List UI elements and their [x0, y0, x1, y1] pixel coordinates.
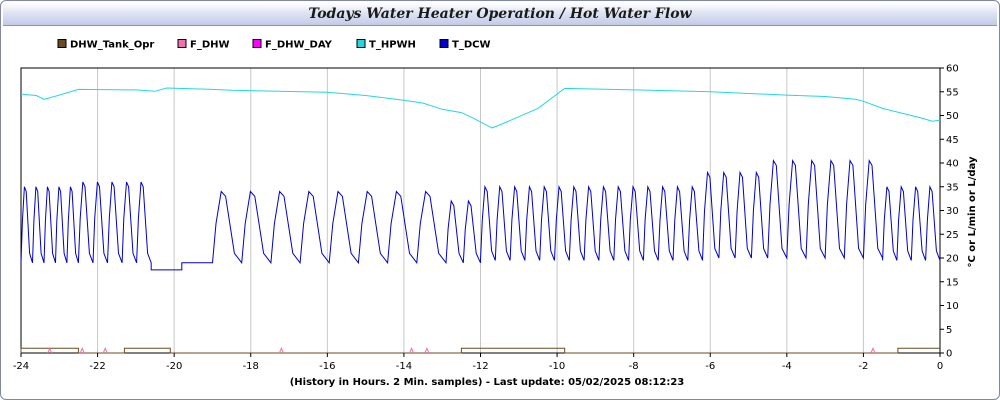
- legend-swatch: [439, 39, 449, 48]
- x-tick-label: -4: [782, 361, 792, 372]
- x-axis: -24 -22 -20 -18 -16 -14 -12 -10 -8 -6 -4 -2 0: [13, 353, 943, 372]
- y-tick-label: 10: [946, 301, 959, 312]
- y-tick-label: 25: [946, 230, 959, 241]
- legend-label: F_DHW_DAY: [265, 40, 333, 51]
- x-tick-label: -8: [629, 361, 639, 372]
- chart-title: Todays Water Heater Operation / Hot Wate…: [308, 6, 692, 22]
- legend-swatch: [356, 39, 366, 48]
- y-axis-title: °C or L/min or L/day: [967, 156, 978, 267]
- y-tick-label: 45: [946, 135, 959, 146]
- series-spike: [278, 346, 284, 354]
- title-bar: Todays Water Heater Operation / Hot Wate…: [3, 3, 997, 26]
- x-tick-label: -18: [243, 361, 259, 372]
- series-spike: [424, 346, 430, 354]
- x-tick-label: -2: [858, 361, 868, 372]
- x-tick-label: -16: [319, 361, 335, 372]
- y-tick-label: 50: [946, 111, 959, 122]
- y-tick-label: 35: [946, 182, 959, 193]
- x-tick-label: -12: [472, 361, 488, 372]
- y-tick-label: 40: [946, 159, 959, 170]
- x-tick-label: -22: [89, 361, 105, 372]
- x-tick-label: 0: [937, 361, 943, 372]
- legend-label: T_HPWH: [369, 40, 416, 51]
- legend-label: T_DCW: [452, 40, 491, 51]
- legend-swatch: [252, 39, 262, 48]
- legend-label: F_DHW: [190, 40, 230, 51]
- series-spike: [79, 346, 85, 354]
- y-tick-label: 5: [946, 325, 952, 336]
- y-tick-label: 15: [946, 277, 959, 288]
- x-tick-label: -14: [396, 361, 412, 372]
- series-spike: [102, 346, 108, 354]
- legend-label: DHW_Tank_Opr: [70, 40, 154, 51]
- grid: [97, 68, 864, 353]
- y-tick-label: 60: [946, 64, 959, 75]
- legend-swatch: [57, 39, 67, 48]
- y-tick-label: 20: [946, 254, 959, 265]
- series-spike: [47, 346, 53, 354]
- x-axis-title: (History in Hours. 2 Min. samples) - Las…: [290, 377, 685, 388]
- legend: DHW_Tank_Opr F_DHW F_DHW_DAY T_HPWH T_DCW: [57, 39, 491, 51]
- y-tick-label: 55: [946, 87, 959, 98]
- series-spike: [409, 346, 415, 354]
- y-axis: 0 5 10 15 20 25 30 35 40 45 50 55 60: [940, 64, 959, 360]
- x-tick-label: -24: [13, 361, 29, 372]
- x-tick-label: -10: [549, 361, 565, 372]
- series-line: [20, 87, 941, 129]
- x-tick-label: -6: [705, 361, 715, 372]
- y-tick-label: 30: [946, 206, 959, 217]
- series-line: [20, 158, 941, 271]
- legend-swatch: [177, 39, 187, 48]
- y-tick-label: 0: [946, 349, 952, 360]
- series-spike: [870, 346, 876, 354]
- x-tick-label: -20: [166, 361, 182, 372]
